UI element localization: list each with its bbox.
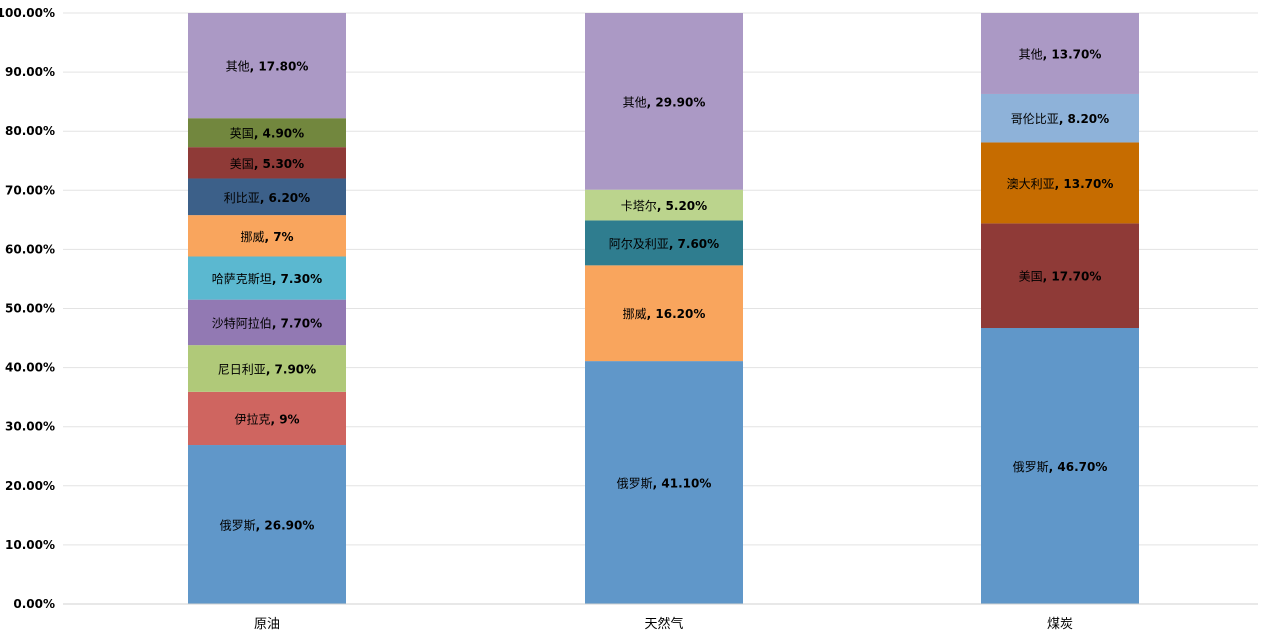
y-tick-label: 0.00% — [13, 597, 55, 611]
bar-segment — [188, 256, 346, 300]
data-label: 其他, 17.80% — [226, 60, 309, 74]
data-label: 挪威, 7% — [240, 230, 293, 244]
bar-segment — [981, 223, 1139, 329]
data-label: 其他, 13.70% — [1019, 47, 1102, 61]
y-tick-label: 30.00% — [5, 420, 55, 434]
data-label: 澳大利亚, 13.70% — [1007, 177, 1114, 191]
bar-segment — [585, 13, 743, 190]
data-label: 利比亚, 6.20% — [224, 191, 310, 205]
x-tick-label: 原油 — [254, 617, 280, 632]
bar-segment — [585, 189, 743, 221]
data-label: 俄罗斯, 41.10% — [617, 477, 712, 491]
x-tick-label: 天然气 — [644, 616, 683, 632]
data-label: 卡塔尔, 5.20% — [621, 198, 707, 213]
bar-segment — [981, 328, 1139, 604]
y-tick-label: 50.00% — [5, 302, 55, 316]
bar-segment — [981, 13, 1139, 94]
y-tick-label: 70.00% — [5, 183, 55, 197]
bar-segment — [981, 142, 1139, 224]
bar-segment — [188, 299, 346, 346]
bar-segment — [981, 93, 1139, 143]
bar-segment — [188, 445, 346, 604]
bar-segment — [585, 361, 743, 604]
data-label: 美国, 5.30% — [230, 157, 304, 171]
bar-segment — [188, 178, 346, 216]
data-label: 英国, 4.90% — [230, 127, 304, 141]
bar-segment — [585, 265, 743, 362]
axis-layer: 0.00% 10.00% 20.00% 30.00% 40.00% 50.00% 60.00… — [0, 6, 1258, 632]
bar-segment — [188, 13, 346, 119]
bar-segment — [188, 147, 346, 179]
bar-segment — [188, 215, 346, 257]
x-tick-label: 煤炭 — [1047, 617, 1073, 632]
data-label: 沙特阿拉伯, 7.70% — [212, 315, 322, 330]
y-tick-label: 100.00% — [0, 6, 55, 20]
y-tick-label: 40.00% — [5, 361, 55, 375]
bar-segment — [188, 345, 346, 392]
bar-segment — [585, 220, 743, 266]
data-label: 美国, 17.70% — [1019, 270, 1102, 284]
data-label: 尼日利亚, 7.90% — [218, 362, 316, 376]
data-label: 挪威, 16.20% — [623, 307, 706, 321]
data-label: 阿尔及利亚, 7.60% — [609, 236, 719, 251]
bar-segment — [188, 391, 346, 446]
data-label: 哈萨克斯坦, 7.30% — [212, 272, 322, 286]
y-tick-label: 80.00% — [5, 124, 55, 138]
data-label: 其他, 29.90% — [623, 95, 706, 109]
y-tick-label: 60.00% — [5, 242, 55, 256]
bar-segment — [188, 118, 346, 148]
y-tick-label: 10.00% — [5, 538, 55, 552]
data-label: 哥伦比亚, 8.20% — [1011, 111, 1109, 126]
data-label: 伊拉克, 9% — [234, 411, 299, 426]
data-label: 俄罗斯, 46.70% — [1013, 460, 1108, 474]
data-label: 俄罗斯, 26.90% — [220, 519, 315, 533]
labels-layer: 俄罗斯, 26.90% 伊拉克, 9% 尼日利亚, 7.90% 沙特阿拉伯, 7.70… — [212, 47, 1114, 532]
y-tick-label: 90.00% — [5, 65, 55, 79]
y-tick-label: 20.00% — [5, 479, 55, 493]
bars-layer — [188, 13, 1139, 604]
